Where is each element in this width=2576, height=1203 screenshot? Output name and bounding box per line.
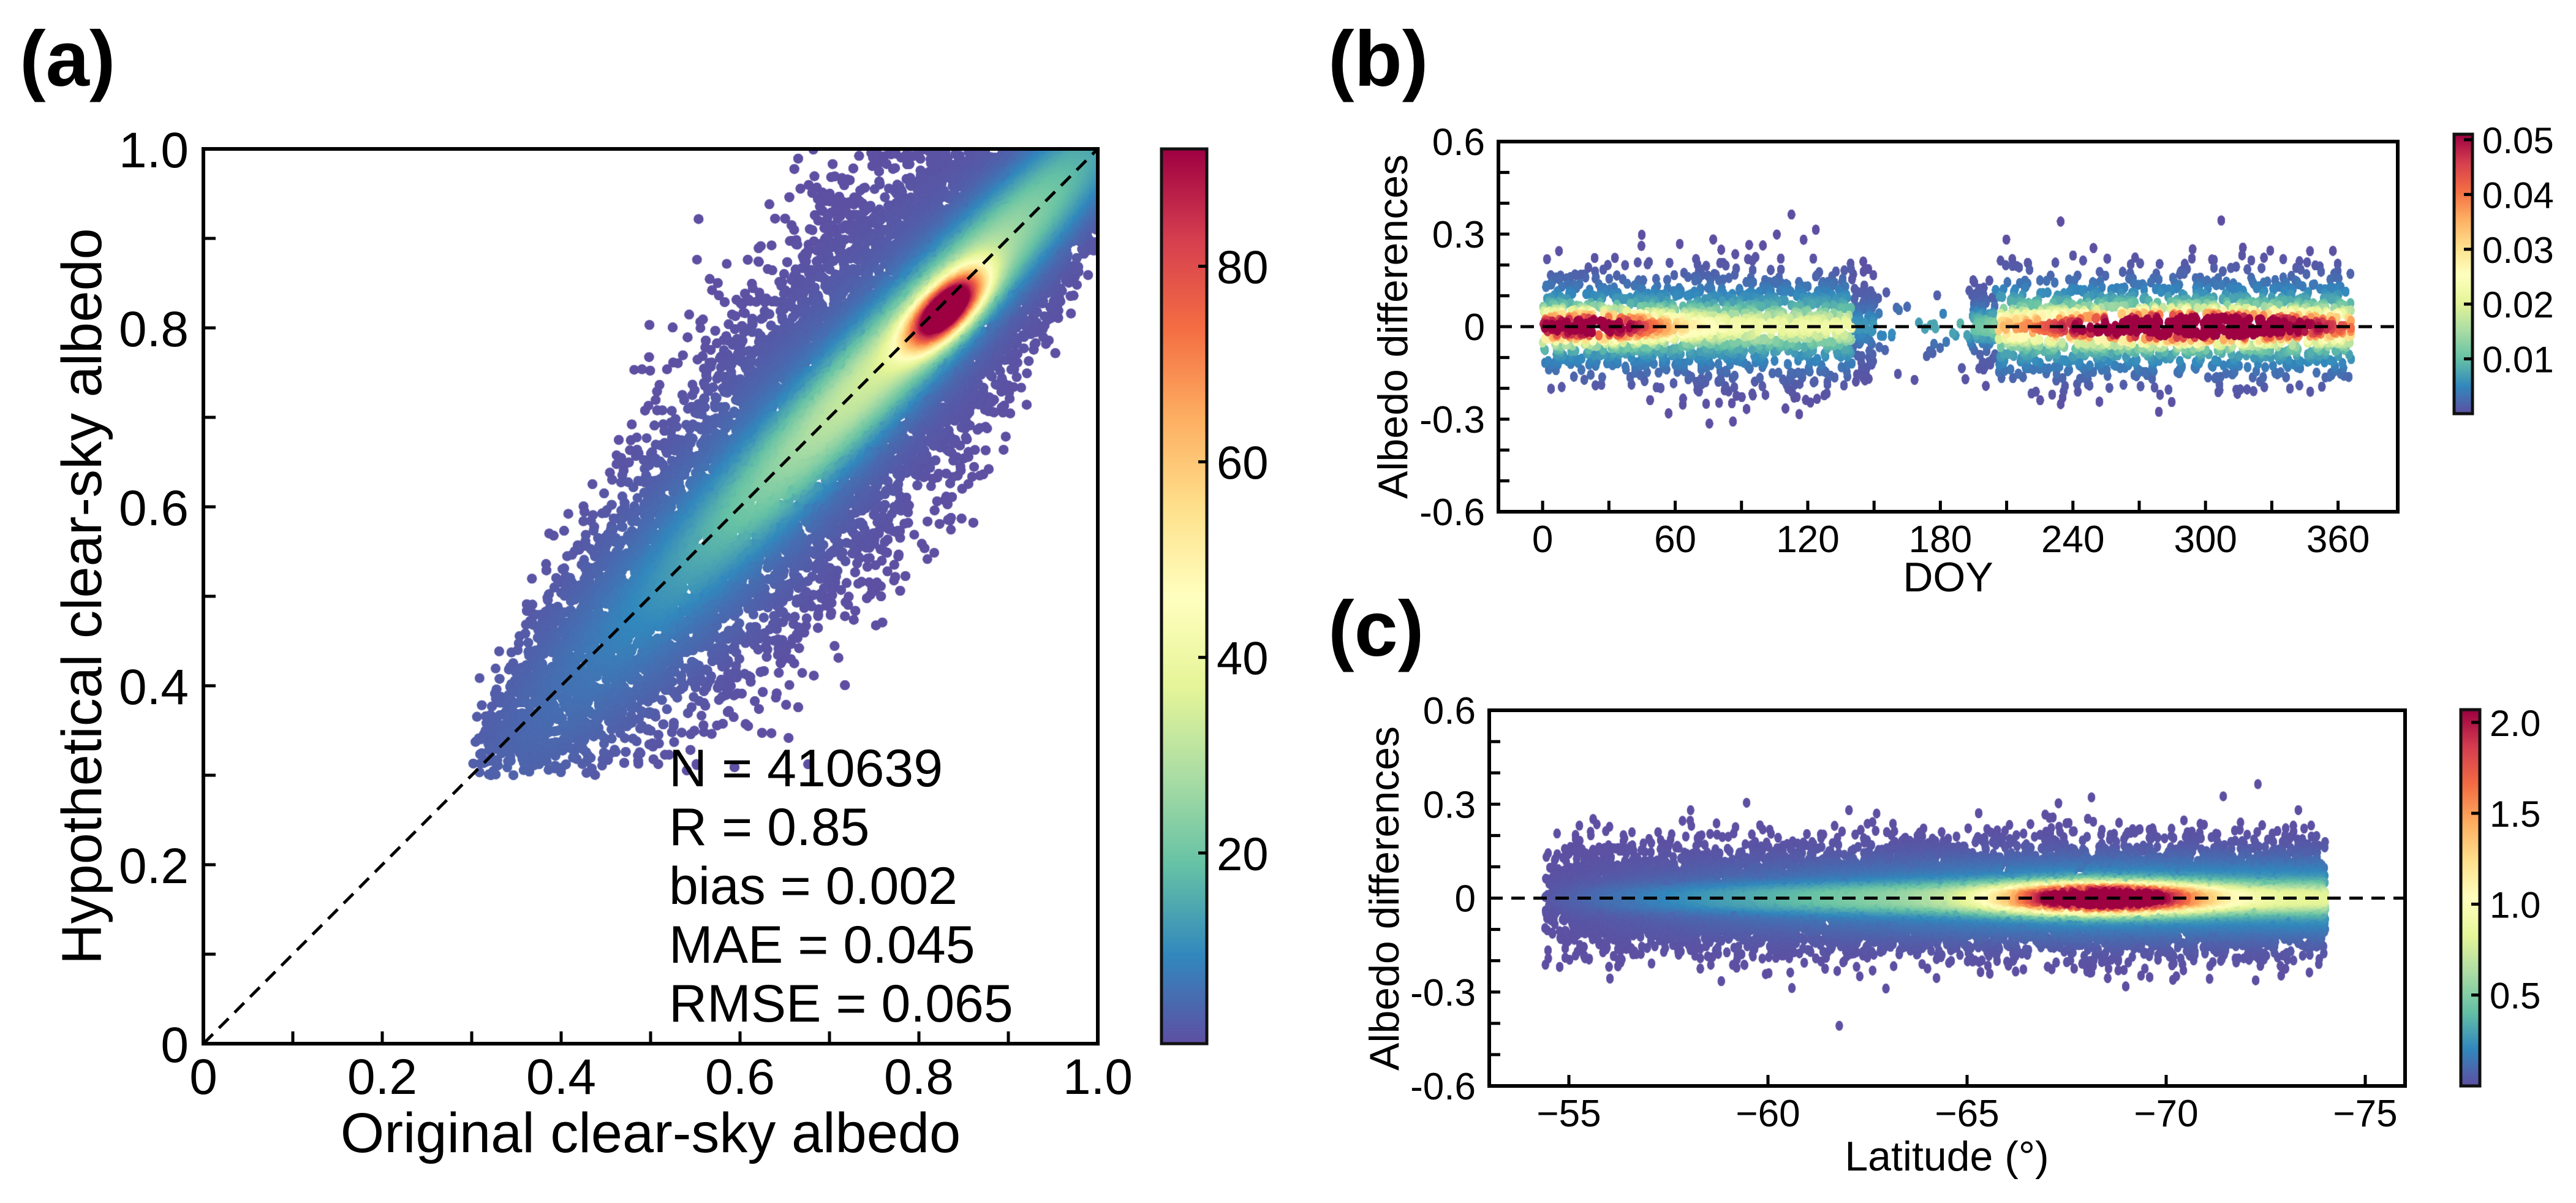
y-tick-label: 1.0 [119, 123, 189, 178]
colorbar-frame-a [1160, 147, 1209, 1046]
x-tick-label: 300 [2174, 518, 2237, 561]
x-axis-title-b: DOY [1903, 554, 1993, 601]
colorbar-frame-b [2452, 132, 2474, 416]
x-tick-label: 240 [2041, 518, 2104, 561]
panel-a: 0 0.2 0.4 0.6 0.8 1.0 0 0.2 0.4 0.6 0.8 1.0 Origina… [51, 123, 1269, 1164]
colorbar-tick-label: 0.05 [2482, 120, 2554, 161]
x-tick-label: 180 [1909, 518, 1972, 561]
y-tick-label: 0.6 [1423, 690, 1476, 732]
colorbar-tick-label: 60 [1217, 438, 1269, 490]
colorbar-tick-label: 20 [1217, 829, 1269, 881]
y-tick-label: 0 [1455, 878, 1476, 920]
x-axis-title-a: Original clear-sky albedo [341, 1102, 961, 1164]
x-tick-label: −60 [1736, 1093, 1800, 1135]
colorbar-tick-label: 2.0 [2490, 703, 2540, 744]
x-tick-label: 120 [1776, 518, 1839, 561]
y-tick-label: 0 [161, 1017, 189, 1073]
panel-label-b: (b) [1328, 15, 1428, 103]
colorbar-frame-c [2459, 708, 2482, 1088]
panel-label-c: (c) [1328, 585, 1424, 673]
x-tick-label: −55 [1536, 1093, 1601, 1135]
x-tick-label: 60 [1654, 518, 1696, 561]
x-tick-label: 1.0 [1063, 1049, 1133, 1105]
y-tick-label: 0.6 [1432, 121, 1485, 164]
colorbar-tick-label: 0.02 [2482, 284, 2554, 325]
y-tick-label: -0.3 [1419, 399, 1485, 441]
stat-mae: MAE = 0.045 [669, 916, 975, 974]
stat-n: N = 410639 [669, 739, 943, 798]
x-tick-label: −65 [1935, 1093, 1999, 1135]
colorbar-ticks-b: 0.01 0.02 0.03 0.04 0.05 [2464, 120, 2554, 381]
y-tick-label: 0.3 [1423, 784, 1476, 826]
stat-bias: bias = 0.002 [669, 857, 958, 916]
colorbar-gradient-c [2461, 710, 2480, 1086]
colorbar-tick-label: 0.01 [2482, 340, 2554, 381]
colorbar-tick-label: 1.5 [2490, 794, 2540, 835]
y-tick-label: -0.3 [1410, 972, 1476, 1014]
panel-c: −55 −60 −65 −70 −75 -0.6 -0.3 0 0.3 0.6 Latitude … [1361, 690, 2540, 1180]
colorbar-tick-label: 40 [1217, 633, 1269, 685]
colorbar-gradient-a [1161, 149, 1207, 1044]
x-tick-label: 0.8 [884, 1049, 954, 1105]
panel-label-a: (a) [20, 15, 115, 103]
x-tick-label: 0 [189, 1049, 217, 1105]
stat-r: R = 0.85 [669, 798, 870, 857]
x-tick-label: −75 [2333, 1093, 2397, 1135]
colorbar-tick-label: 1.0 [2490, 884, 2540, 925]
y-tick-label: 0 [1464, 306, 1485, 349]
colorbar-ticks-c: 0.5 1.0 1.5 2.0 [2471, 703, 2540, 1017]
colorbar-gradient-b [2454, 134, 2472, 414]
ticks-c: −55 −60 −65 −70 −75 -0.6 -0.3 0 0.3 0.6 [1410, 690, 2397, 1135]
colorbar-tick-label: 0.5 [2490, 976, 2540, 1017]
x-tick-label: −70 [2134, 1093, 2198, 1135]
x-tick-label: 360 [2306, 518, 2370, 561]
y-tick-label: 0.6 [119, 480, 189, 536]
x-tick-label: 0 [1532, 518, 1553, 561]
ticks-b: 0 60 120 180 240 300 360 -0.6 -0.3 0 0.3 0.6 [1419, 121, 2370, 561]
y-tick-label: 0.4 [119, 659, 189, 715]
y-tick-label: 0.2 [119, 838, 189, 894]
ticks-a: 0 0.2 0.4 0.6 0.8 1.0 0 0.2 0.4 0.6 0.8 1.0 [119, 123, 1133, 1105]
panel-b: 0 60 120 180 240 300 360 -0.6 -0.3 0 0.3 0.6 DOY Al… [1370, 120, 2554, 601]
y-tick-label: 0.8 [119, 302, 189, 357]
colorbar-ticks-a: 20 40 60 80 [1198, 241, 1269, 881]
y-tick-label: -0.6 [1419, 491, 1485, 534]
y-axis-title-c: Albedo differences [1361, 726, 1408, 1071]
one-to-one-line [202, 148, 1099, 1045]
stats-box: N = 410639 R = 0.85 bias = 0.002 MAE = 0… [669, 739, 1013, 1033]
colorbar-tick-label: 80 [1217, 241, 1269, 294]
y-tick-label: -0.6 [1410, 1066, 1476, 1108]
stat-rmse: RMSE = 0.065 [669, 974, 1013, 1033]
x-axis-title-c: Latitude (°) [1845, 1133, 2049, 1180]
y-tick-label: 0.3 [1432, 214, 1485, 256]
colorbar-tick-label: 0.03 [2482, 230, 2554, 271]
x-tick-label: 0.6 [705, 1049, 775, 1105]
x-tick-label: 0.2 [347, 1049, 417, 1105]
y-axis-title-b: Albedo differences [1370, 154, 1416, 499]
colorbar-tick-label: 0.04 [2482, 175, 2554, 216]
x-tick-label: 0.4 [526, 1049, 596, 1105]
y-axis-title-a: Hypothetical clear-sky albedo [51, 228, 113, 965]
